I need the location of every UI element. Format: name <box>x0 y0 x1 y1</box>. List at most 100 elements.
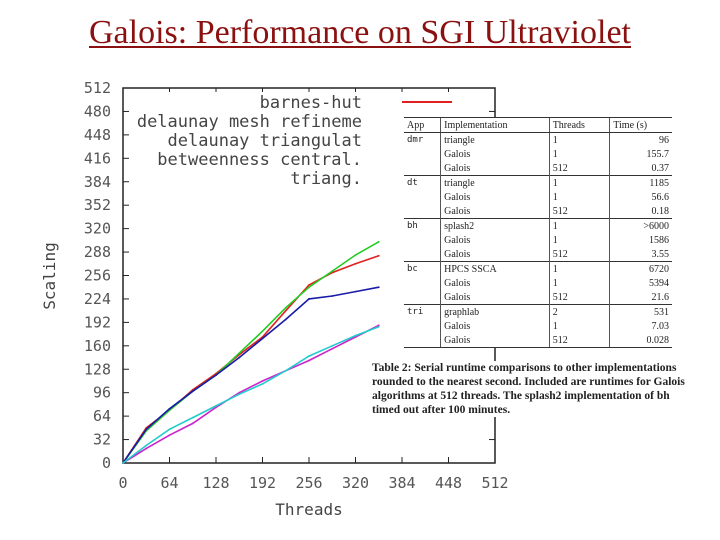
cell-time: >6000 <box>609 218 672 233</box>
series-point <box>284 306 287 309</box>
cell-app: dt <box>404 175 441 190</box>
table-row: Galois 512 21.6 <box>404 290 672 305</box>
x-tick-label: 64 <box>160 474 178 492</box>
cell-implementation: triangle <box>440 175 550 190</box>
cell-app <box>404 204 441 219</box>
series-point <box>238 391 241 394</box>
legend-label: triang. <box>290 169 362 189</box>
cell-app <box>404 333 441 348</box>
cell-threads: 1 <box>548 233 610 247</box>
x-tick-label: 192 <box>249 474 276 492</box>
cell-app <box>404 276 441 290</box>
series-line-4 <box>122 326 380 464</box>
cell-threads: 512 <box>548 161 610 176</box>
cell-time: 56.6 <box>609 190 672 204</box>
cell-implementation: Galois <box>440 319 550 333</box>
cell-app <box>404 247 441 262</box>
cell-time: 21.6 <box>609 290 672 305</box>
series-point <box>238 356 241 359</box>
series-point <box>331 270 334 273</box>
x-tick-label: 384 <box>388 474 415 492</box>
cell-time: 531 <box>609 304 672 319</box>
table-caption: Table 2: Serial runtime comparisons to o… <box>372 361 700 417</box>
cell-implementation: triangle <box>440 132 550 147</box>
table-row: Galois 512 0.18 <box>404 204 672 219</box>
cell-app <box>404 147 441 161</box>
x-tick-label: 256 <box>295 474 322 492</box>
cell-threads: 1 <box>548 276 610 290</box>
cell-implementation: Galois <box>440 147 550 161</box>
series-line-3 <box>122 324 380 464</box>
cell-implementation: Galois <box>440 333 550 348</box>
cell-threads: 1 <box>548 132 610 147</box>
series-point <box>215 374 217 377</box>
y-tick-label: 192 <box>84 313 111 331</box>
series-point <box>261 337 264 340</box>
series-point <box>168 434 171 437</box>
y-axis-label: Scaling <box>40 242 59 309</box>
series-point <box>215 404 217 407</box>
cell-threads: 512 <box>548 204 610 219</box>
col-header-app: App <box>404 117 441 133</box>
cell-app <box>404 319 441 333</box>
cell-implementation: Galois <box>440 276 550 290</box>
x-tick-label: 0 <box>118 474 127 492</box>
y-tick-label: 256 <box>84 267 111 285</box>
legend-label: delaunay triangulat <box>168 131 362 151</box>
series-point <box>238 352 241 355</box>
cell-threads: 2 <box>548 304 610 319</box>
table-row: Galois 1 7.03 <box>404 319 672 333</box>
legend-label: delaunay mesh refineme <box>137 112 362 132</box>
table-row: Galois 512 0.028 <box>404 333 672 348</box>
col-header-threads: Threads <box>548 117 610 133</box>
series-point <box>191 390 194 393</box>
series-point <box>145 428 148 431</box>
cell-implementation: splash2 <box>440 218 550 233</box>
cell-threads: 512 <box>548 247 610 262</box>
cell-threads: 1 <box>548 319 610 333</box>
y-tick-label: 32 <box>93 431 111 449</box>
series-point <box>238 393 241 396</box>
cell-implementation: Galois <box>440 161 550 176</box>
series-point <box>122 462 124 464</box>
cell-time: 3.55 <box>609 247 672 262</box>
cell-threads: 1 <box>548 261 610 276</box>
table-row: Galois 512 0.37 <box>404 161 672 176</box>
cell-time: 6720 <box>609 261 672 276</box>
y-tick-label: 160 <box>84 337 111 355</box>
table-row: Galois 1 1586 <box>404 233 672 247</box>
cell-app <box>404 290 441 305</box>
cell-app: tri <box>404 304 441 319</box>
series-point <box>377 254 380 257</box>
x-axis-label: Threads <box>275 500 342 519</box>
series-point <box>308 359 310 362</box>
y-tick-label: 128 <box>84 360 111 378</box>
cell-app: bh <box>404 218 441 233</box>
series-point <box>191 422 194 425</box>
table-header-row: App Implementation Threads Time (s) <box>404 117 672 133</box>
cell-threads: 1 <box>548 218 610 233</box>
cell-time: 1185 <box>609 175 672 190</box>
series-point <box>377 324 380 327</box>
series-point <box>261 380 264 382</box>
x-tick-label: 512 <box>481 474 508 492</box>
y-tick-label: 224 <box>84 290 111 308</box>
series-point <box>354 334 357 337</box>
y-tick-label: 0 <box>102 454 111 472</box>
series-line-0 <box>122 254 380 464</box>
series-point <box>354 254 357 256</box>
cell-app: dmr <box>404 132 441 147</box>
x-tick-label: 128 <box>202 474 229 492</box>
cell-time: 7.03 <box>609 319 672 333</box>
table-row: Galois 1 155.7 <box>404 147 672 161</box>
cell-threads: 1 <box>548 190 610 204</box>
col-header-implementation: Implementation <box>440 117 550 133</box>
y-tick-label: 288 <box>84 243 111 261</box>
y-tick-label: 64 <box>93 407 111 425</box>
cell-time: 5394 <box>609 276 672 290</box>
col-header-time: Time (s) <box>609 117 672 133</box>
y-tick-label: 96 <box>93 384 111 402</box>
y-tick-label: 320 <box>84 220 111 238</box>
y-tick-label: 512 <box>84 79 111 97</box>
table-row: dt triangle 1 1185 <box>404 175 672 190</box>
